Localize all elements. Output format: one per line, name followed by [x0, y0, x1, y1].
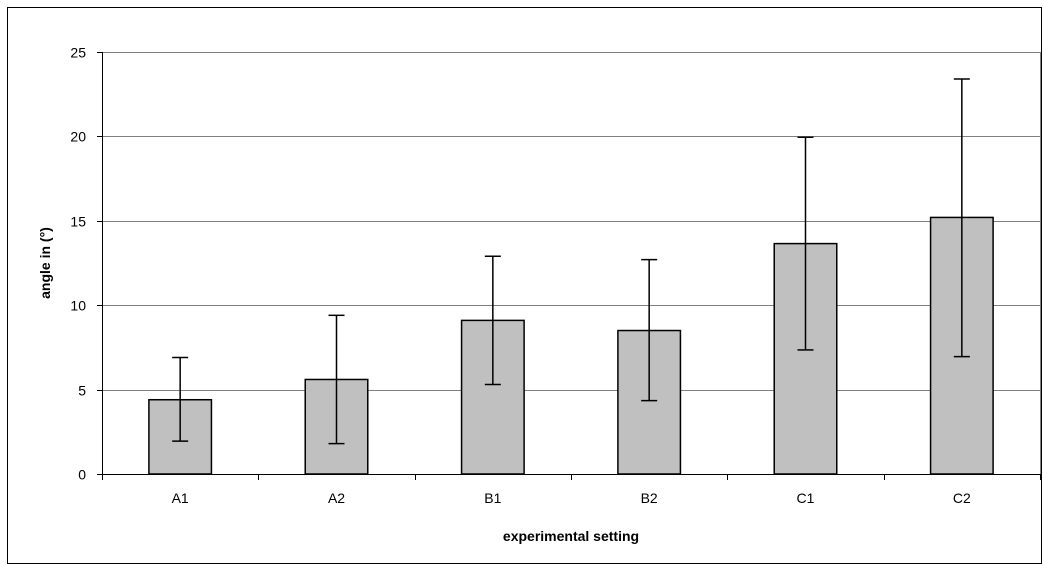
x-tick-label-C1: C1 — [797, 490, 815, 506]
x-tick-label-A2: A2 — [328, 490, 345, 506]
y-tick-label-15: 15 — [70, 214, 86, 230]
y-tick-label-0: 0 — [78, 467, 86, 483]
x-tick-labels: A1 A2 B1 B2 C1 C2 — [172, 490, 971, 506]
y-axis-title: angle in (°) — [37, 227, 53, 299]
y-tick-label-25: 25 — [70, 45, 86, 61]
x-axis-title: experimental setting — [503, 528, 639, 544]
x-tick-label-A1: A1 — [172, 490, 189, 506]
chart-border — [7, 7, 1042, 564]
error-bars — [172, 78, 970, 445]
y-tick-label-10: 10 — [70, 298, 86, 314]
y-tick-label-5: 5 — [78, 383, 86, 399]
gridlines — [102, 52, 1041, 474]
axes — [97, 52, 1041, 480]
x-tick-label-B1: B1 — [484, 490, 501, 506]
x-tick-label-B2: B2 — [641, 490, 658, 506]
y-tick-labels: 0 5 10 15 20 25 — [70, 45, 86, 483]
x-tick-label-C2: C2 — [953, 490, 971, 506]
y-tick-label-20: 20 — [70, 129, 86, 145]
